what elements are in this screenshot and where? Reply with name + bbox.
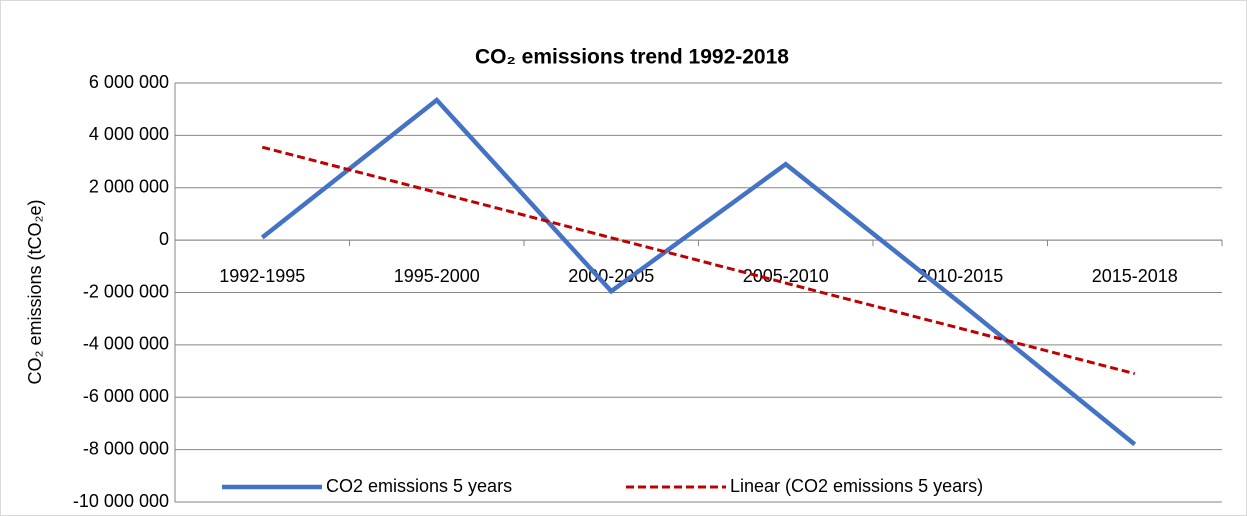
y-tick-label: 4 000 000: [89, 124, 169, 144]
x-tick-label: 1995-2000: [394, 266, 480, 286]
y-tick-label: -10 000 000: [73, 491, 169, 511]
chart-title: CO₂ emissions trend 1992-2018: [475, 46, 789, 69]
y-tick-label: -8 000 000: [83, 438, 169, 458]
x-tick-label: 2015-2018: [1092, 266, 1178, 286]
data-line: [260, 96, 1137, 447]
legend-label: CO2 emissions 5 years: [326, 476, 512, 496]
y-tick-label: 2 000 000: [89, 177, 169, 197]
y-tick-label: 0: [159, 229, 169, 249]
y-axis-label: CO₂ emissions (tCO₂e): [25, 199, 45, 384]
x-tick-label: 1992-1995: [219, 266, 305, 286]
trend-line: [261, 145, 1136, 376]
y-tick-label: 6 000 000: [89, 72, 169, 92]
y-tick-label: -2 000 000: [83, 281, 169, 301]
y-tick-label: -6 000 000: [83, 386, 169, 406]
y-tick-label: -4 000 000: [83, 334, 169, 354]
legend-label: Linear (CO2 emissions 5 years): [730, 476, 983, 496]
x-tick-label: 2010-2015: [917, 266, 1003, 286]
x-tick-label: 2005-2010: [743, 266, 829, 286]
